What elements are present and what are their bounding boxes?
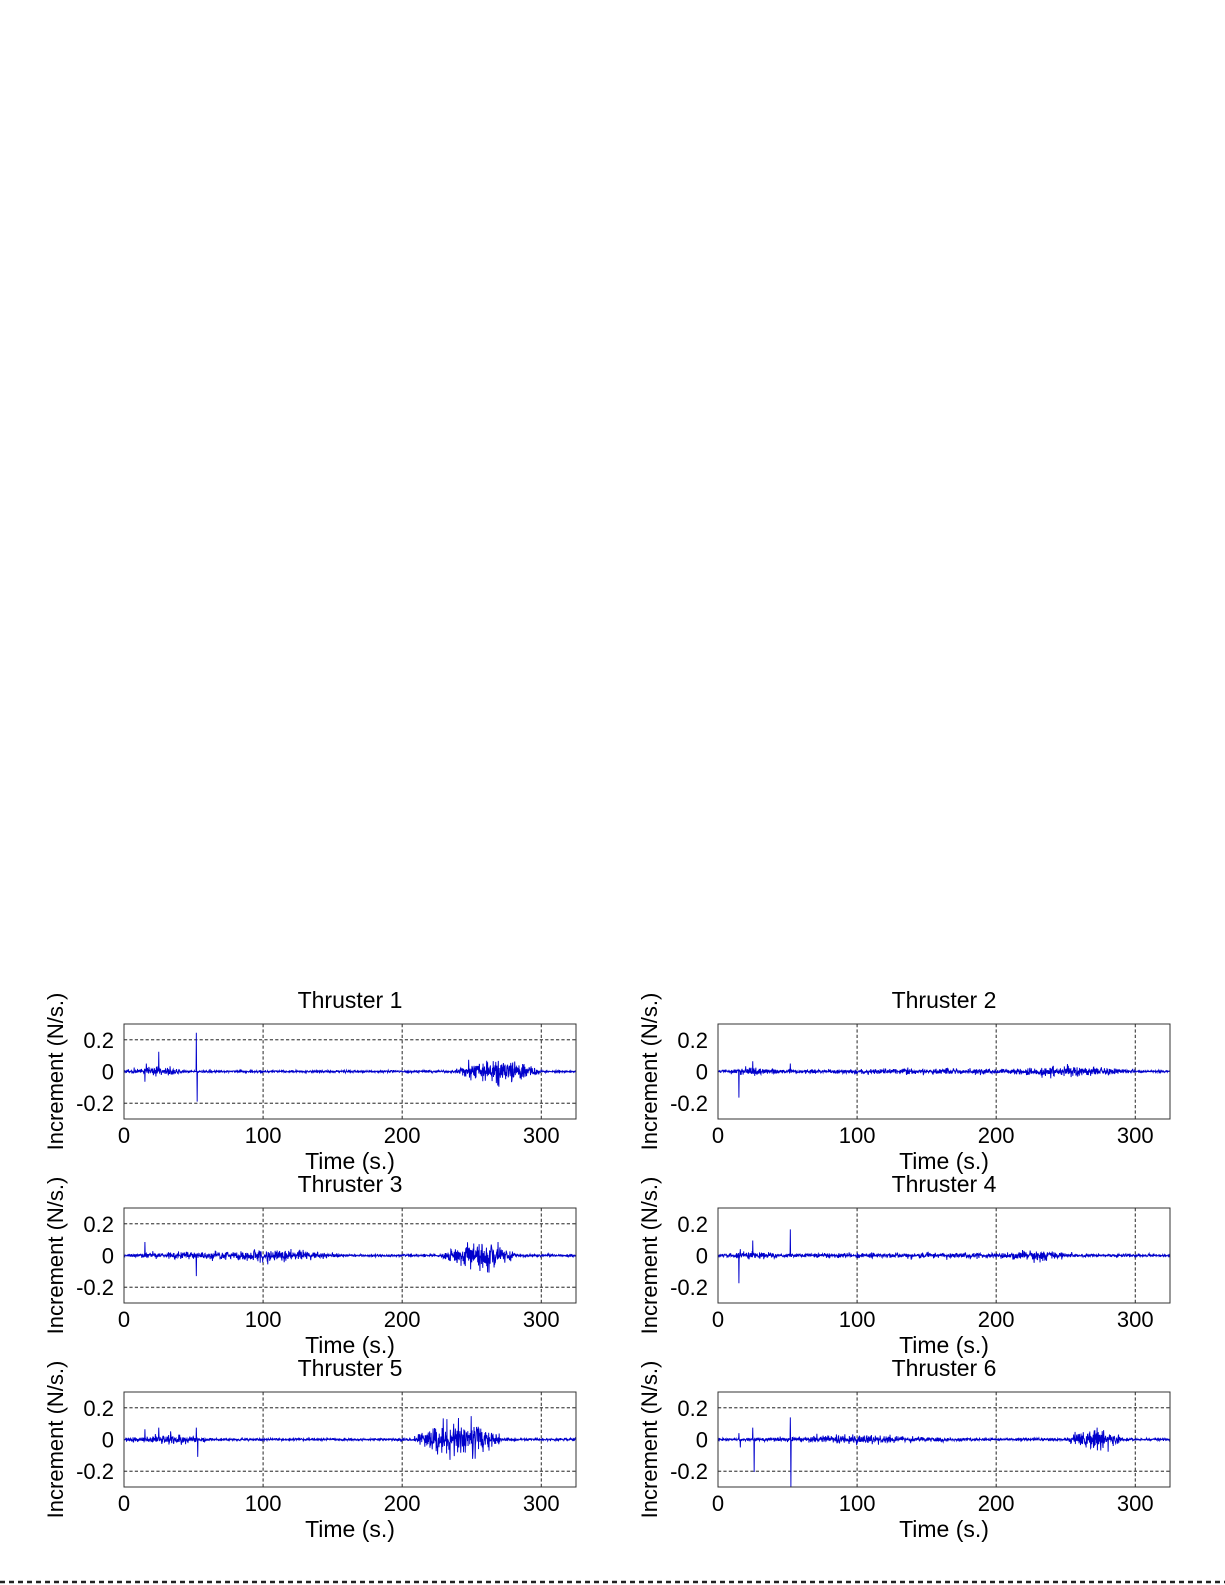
svg-text:Time (s.): Time (s.) bbox=[899, 1516, 989, 1542]
svg-text:Thruster 5: Thruster 5 bbox=[298, 1355, 403, 1381]
svg-text:200: 200 bbox=[978, 1307, 1015, 1332]
svg-text:0: 0 bbox=[712, 1123, 724, 1148]
svg-text:100: 100 bbox=[839, 1307, 876, 1332]
svg-text:100: 100 bbox=[245, 1307, 282, 1332]
svg-text:0.2: 0.2 bbox=[677, 1212, 708, 1237]
svg-text:0: 0 bbox=[118, 1491, 130, 1516]
svg-text:0: 0 bbox=[102, 1428, 114, 1453]
svg-text:0: 0 bbox=[696, 1428, 708, 1453]
svg-text:0: 0 bbox=[696, 1060, 708, 1085]
svg-text:300: 300 bbox=[1117, 1491, 1154, 1516]
svg-text:0: 0 bbox=[696, 1244, 708, 1269]
svg-text:200: 200 bbox=[384, 1491, 421, 1516]
svg-text:-0.2: -0.2 bbox=[76, 1091, 114, 1116]
svg-text:Increment (N/s.): Increment (N/s.) bbox=[43, 1361, 68, 1519]
svg-text:Increment (N/s.): Increment (N/s.) bbox=[637, 993, 662, 1151]
svg-text:-0.2: -0.2 bbox=[670, 1459, 708, 1484]
svg-text:0.2: 0.2 bbox=[677, 1396, 708, 1421]
svg-text:Thruster 3: Thruster 3 bbox=[298, 1171, 403, 1197]
svg-text:0: 0 bbox=[102, 1244, 114, 1269]
svg-text:100: 100 bbox=[245, 1123, 282, 1148]
svg-text:Thruster 2: Thruster 2 bbox=[892, 987, 997, 1013]
svg-text:Time (s.): Time (s.) bbox=[305, 1516, 395, 1542]
svg-text:300: 300 bbox=[523, 1307, 560, 1332]
svg-text:100: 100 bbox=[839, 1491, 876, 1516]
svg-text:-0.2: -0.2 bbox=[670, 1275, 708, 1300]
svg-text:0.2: 0.2 bbox=[83, 1212, 114, 1237]
svg-text:0: 0 bbox=[118, 1123, 130, 1148]
svg-text:-0.2: -0.2 bbox=[670, 1091, 708, 1116]
svg-text:200: 200 bbox=[978, 1491, 1015, 1516]
svg-text:300: 300 bbox=[1117, 1307, 1154, 1332]
svg-text:0: 0 bbox=[712, 1307, 724, 1332]
svg-text:200: 200 bbox=[978, 1123, 1015, 1148]
svg-text:Increment (N/s.): Increment (N/s.) bbox=[43, 993, 68, 1151]
svg-text:-0.2: -0.2 bbox=[76, 1275, 114, 1300]
svg-text:200: 200 bbox=[384, 1123, 421, 1148]
svg-text:300: 300 bbox=[523, 1123, 560, 1148]
svg-text:0.2: 0.2 bbox=[83, 1396, 114, 1421]
svg-text:Increment (N/s.): Increment (N/s.) bbox=[43, 1177, 68, 1335]
svg-text:0: 0 bbox=[712, 1491, 724, 1516]
svg-text:-0.2: -0.2 bbox=[76, 1459, 114, 1484]
svg-text:Increment (N/s.): Increment (N/s.) bbox=[637, 1361, 662, 1519]
svg-text:100: 100 bbox=[839, 1123, 876, 1148]
svg-text:200: 200 bbox=[384, 1307, 421, 1332]
svg-text:100: 100 bbox=[245, 1491, 282, 1516]
svg-text:300: 300 bbox=[523, 1491, 560, 1516]
svg-text:Thruster 1: Thruster 1 bbox=[298, 987, 403, 1013]
svg-text:0.2: 0.2 bbox=[83, 1028, 114, 1053]
svg-text:Increment (N/s.): Increment (N/s.) bbox=[637, 1177, 662, 1335]
svg-text:0: 0 bbox=[102, 1060, 114, 1085]
svg-text:Thruster 6: Thruster 6 bbox=[892, 1355, 997, 1381]
svg-text:0: 0 bbox=[118, 1307, 130, 1332]
svg-text:0.2: 0.2 bbox=[677, 1028, 708, 1053]
svg-text:300: 300 bbox=[1117, 1123, 1154, 1148]
svg-text:Thruster 4: Thruster 4 bbox=[892, 1171, 997, 1197]
